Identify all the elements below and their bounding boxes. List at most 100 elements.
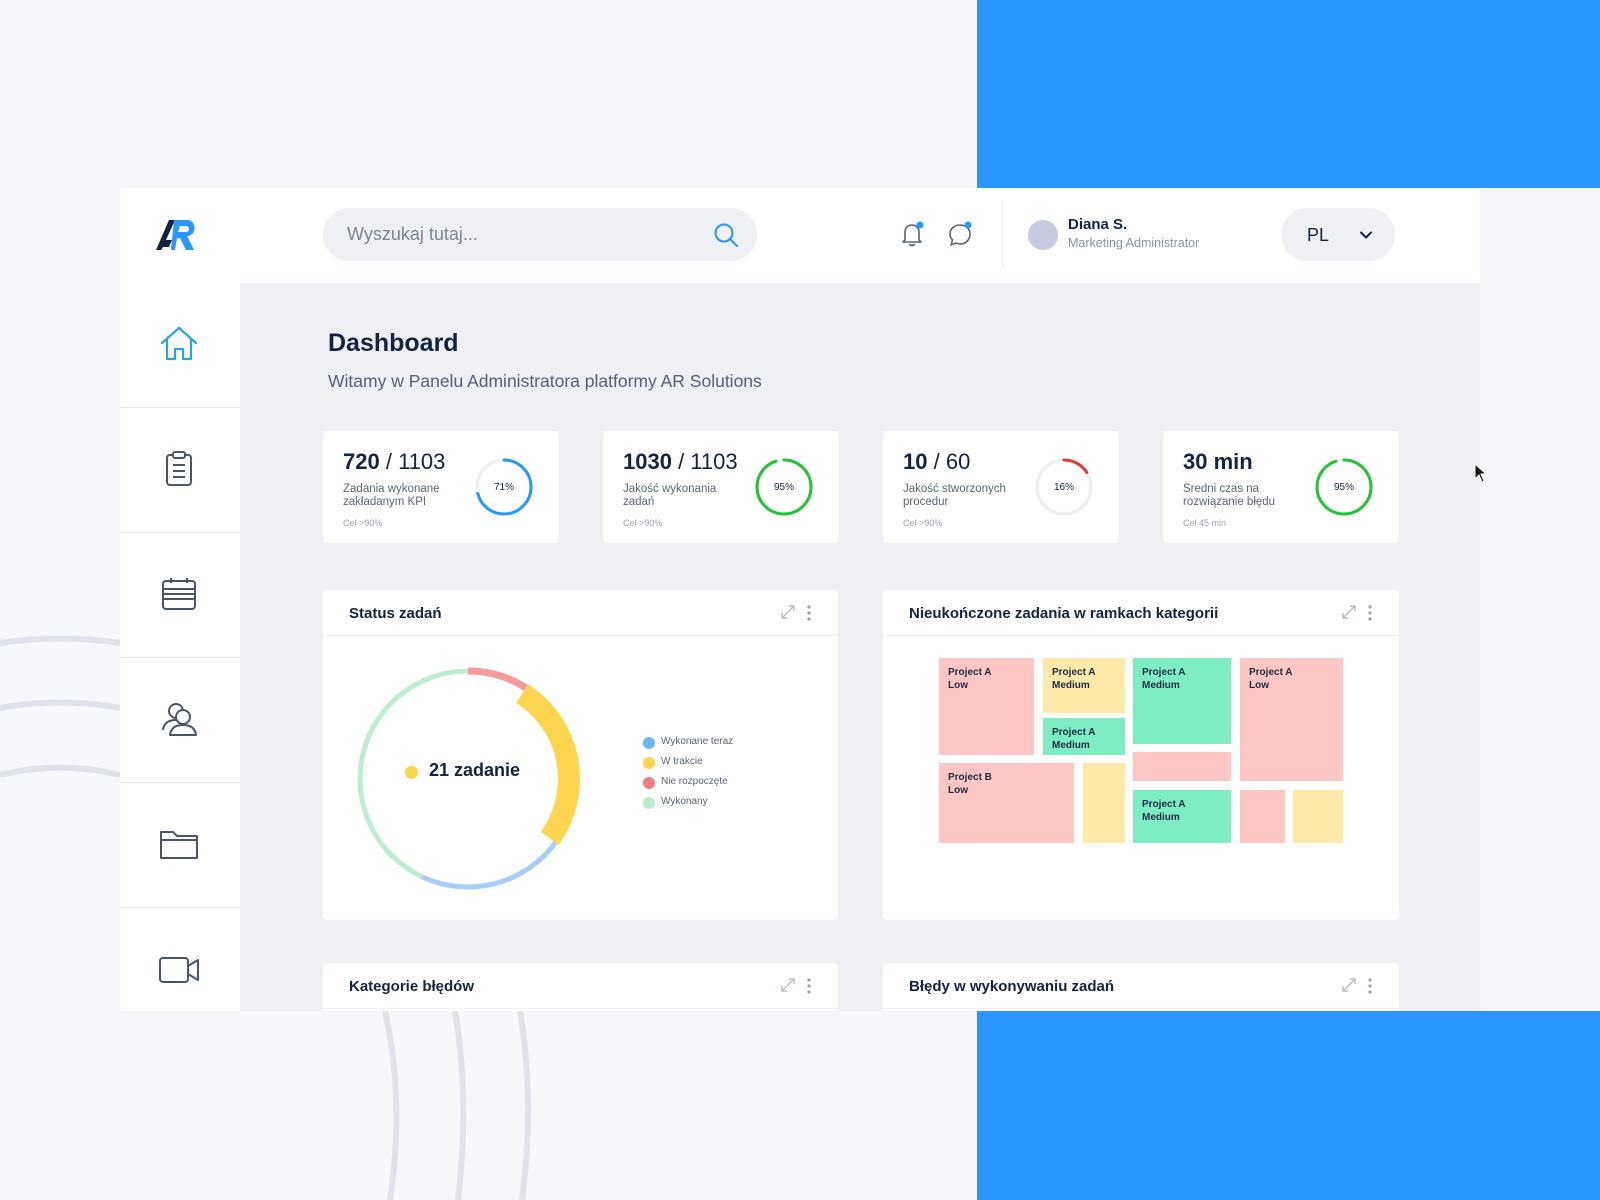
legend-label: Wykonane teraz bbox=[661, 736, 734, 747]
ar-logo[interactable] bbox=[154, 216, 202, 252]
sidebar-item-users[interactable] bbox=[120, 658, 240, 783]
tile-label: Project A Medium bbox=[1052, 667, 1096, 691]
treemap-panel: Nieukończone zadania w ramkach kategorii… bbox=[883, 590, 1399, 920]
user-name[interactable]: Diana S. bbox=[1068, 216, 1128, 233]
kpi-percent: 95% bbox=[1334, 482, 1354, 493]
tile-label: Project A Medium bbox=[1142, 667, 1186, 691]
more-icon[interactable] bbox=[1367, 604, 1373, 622]
treemap-tile[interactable]: Project A Medium bbox=[1133, 658, 1231, 744]
kpi-card-resolution-time[interactable]: 30 min Sredni czas na rozwiązanie błędu … bbox=[1163, 431, 1399, 543]
chevron-down-icon bbox=[1360, 231, 1372, 239]
kpi-card-procedures[interactable]: 10 / 60 Jakość stworzonych procedur Cel … bbox=[883, 431, 1119, 543]
treemap-tile[interactable]: Project B Low bbox=[939, 763, 1074, 843]
search-bar bbox=[323, 208, 757, 261]
background-blue-top bbox=[977, 0, 1600, 188]
expand-icon[interactable] bbox=[1342, 978, 1356, 992]
kpi-total: / 60 bbox=[933, 449, 971, 474]
legend-dot bbox=[643, 777, 655, 789]
chat-icon[interactable] bbox=[946, 220, 974, 248]
kpi-percent: 71% bbox=[494, 482, 514, 493]
kpi-goal: Cel 45 min bbox=[1183, 518, 1227, 528]
top-bar: Diana S. Marketing Administrator PL bbox=[120, 188, 1480, 283]
treemap-tile[interactable] bbox=[1293, 790, 1343, 843]
sidebar bbox=[120, 283, 240, 1011]
legend-label: Wykonany bbox=[661, 796, 708, 807]
clipboard-icon bbox=[166, 451, 192, 486]
video-icon bbox=[159, 957, 199, 983]
legend-dot bbox=[643, 757, 655, 769]
kpi-percent: 16% bbox=[1054, 482, 1074, 493]
error-categories-panel: Kategorie błędów bbox=[323, 963, 838, 1011]
kpi-value: 720 / 1103 bbox=[343, 449, 445, 475]
avatar[interactable] bbox=[1028, 220, 1058, 250]
sidebar-item-home[interactable] bbox=[120, 283, 240, 408]
expand-icon[interactable] bbox=[781, 605, 795, 619]
donut-segment-w-trakcie[interactable] bbox=[515, 684, 580, 845]
donut-center-label: 21 zadanie bbox=[429, 760, 521, 780]
calendar-icon bbox=[162, 578, 196, 610]
sidebar-item-calendar[interactable] bbox=[120, 533, 240, 658]
donut-center: 21 zadanie bbox=[405, 760, 535, 784]
kpi-label: Jakość stworzonych procedur bbox=[903, 483, 1006, 508]
more-icon[interactable] bbox=[1367, 977, 1373, 995]
kpi-progress-ring: 95% bbox=[755, 458, 813, 516]
search-icon[interactable] bbox=[713, 222, 739, 248]
main-content: Dashboard Witamy w Panelu Administratora… bbox=[240, 283, 1480, 1011]
treemap-tile[interactable]: Project A Medium bbox=[1133, 790, 1231, 843]
legend-dot bbox=[643, 737, 655, 749]
users-icon bbox=[162, 703, 197, 736]
panel-title: Kategorie błędów bbox=[349, 978, 475, 995]
bell-icon[interactable] bbox=[898, 220, 926, 248]
app-window: Diana S. Marketing Administrator PL bbox=[120, 188, 1480, 1011]
kpi-card-quality[interactable]: 1030 / 1103 Jakość wykonania zadań Cel >… bbox=[603, 431, 839, 543]
treemap-tile[interactable]: Project A Low bbox=[1240, 658, 1343, 781]
kpi-label: Sredni czas na rozwiązanie błędu bbox=[1183, 483, 1276, 508]
treemap-tile[interactable] bbox=[1083, 763, 1125, 843]
kpi-value: 1030 / 1103 bbox=[623, 449, 738, 475]
task-errors-panel: Błędy w wykonywaniu zadań bbox=[883, 963, 1399, 1011]
sidebar-item-tasks[interactable] bbox=[120, 408, 240, 533]
search-input[interactable] bbox=[347, 208, 697, 261]
kpi-percent: 95% bbox=[774, 482, 794, 493]
page-subtitle: Witamy w Panelu Administratora platformy… bbox=[328, 371, 762, 391]
kpi-total: / 1103 bbox=[385, 449, 446, 474]
page-title: Dashboard bbox=[328, 329, 459, 357]
donut-segment-nie-rozpoczęte[interactable] bbox=[467, 667, 528, 691]
sidebar-item-files[interactable] bbox=[120, 783, 240, 908]
treemap-tile[interactable]: Project A Medium bbox=[1043, 718, 1125, 755]
legend-label: Nie rozpoczęte bbox=[661, 776, 728, 787]
kpi-main-value: 1030 bbox=[623, 449, 672, 474]
treemap-tile[interactable]: Project A Low bbox=[939, 658, 1034, 755]
donut-segment-wykonane-teraz[interactable] bbox=[420, 841, 558, 890]
tile-label: Project A Low bbox=[948, 667, 992, 691]
folder-icon bbox=[160, 831, 198, 859]
kpi-value: 30 min bbox=[1183, 449, 1253, 475]
kpi-main-value: 720 bbox=[343, 449, 380, 474]
language-select[interactable]: PL bbox=[1281, 208, 1395, 261]
panel-title: Błędy w wykonywaniu zadań bbox=[909, 978, 1115, 995]
more-icon[interactable] bbox=[806, 604, 812, 622]
panel-header: Kategorie błędów bbox=[323, 963, 838, 1009]
panel-title: Status zadań bbox=[349, 605, 442, 622]
tile-label: Project A Medium bbox=[1142, 799, 1186, 823]
kpi-card-tasks[interactable]: 720 / 1103 Zadania wykonane zakładanym K… bbox=[323, 431, 559, 543]
kpi-goal: Cel >90% bbox=[623, 518, 663, 528]
tile-label: Project A Low bbox=[1249, 667, 1293, 691]
sidebar-item-video[interactable] bbox=[120, 908, 240, 1011]
treemap-tile[interactable]: Project A Medium bbox=[1043, 658, 1125, 713]
panel-title: Nieukończone zadania w ramkach kategorii bbox=[909, 605, 1219, 622]
kpi-total: / 1103 bbox=[678, 449, 738, 474]
cursor-icon bbox=[1474, 463, 1486, 483]
kpi-progress-ring: 16% bbox=[1035, 458, 1093, 516]
expand-icon[interactable] bbox=[1342, 605, 1356, 619]
treemap-tile[interactable] bbox=[1133, 752, 1231, 781]
user-role: Marketing Administrator bbox=[1068, 236, 1200, 250]
kpi-goal: Cel >90% bbox=[343, 518, 383, 528]
donut-segment-wykonany[interactable] bbox=[357, 668, 469, 879]
more-icon[interactable] bbox=[806, 977, 812, 995]
kpi-progress-ring: 71% bbox=[475, 458, 533, 516]
treemap-tile[interactable] bbox=[1240, 790, 1285, 843]
panel-header: Nieukończone zadania w ramkach kategorii bbox=[883, 590, 1399, 636]
panel-header: Status zadań bbox=[323, 590, 838, 636]
expand-icon[interactable] bbox=[781, 978, 795, 992]
